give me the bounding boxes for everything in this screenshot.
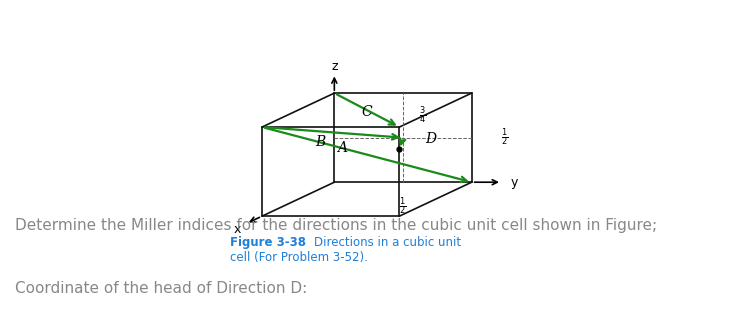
Text: C: C: [361, 105, 372, 119]
Text: $\frac{1}{2}$: $\frac{1}{2}$: [501, 127, 508, 149]
Text: Directions in a cubic unit: Directions in a cubic unit: [299, 236, 461, 249]
Text: Determine the Miller indices for the directions in the cubic unit cell shown in : Determine the Miller indices for the dir…: [15, 218, 657, 233]
Text: A: A: [337, 141, 346, 155]
Text: cell (For Problem 3-52).: cell (For Problem 3-52).: [230, 251, 367, 264]
Text: z: z: [331, 60, 337, 73]
Text: y: y: [511, 176, 518, 189]
Text: B: B: [316, 135, 326, 149]
Text: $\frac{1}{2}$: $\frac{1}{2}$: [399, 196, 407, 217]
Text: Coordinate of the head of Direction D:: Coordinate of the head of Direction D:: [15, 281, 307, 296]
Text: x: x: [233, 223, 241, 236]
Text: D: D: [425, 132, 436, 145]
Text: Figure 3-38: Figure 3-38: [230, 236, 306, 249]
Text: $\frac{3}{4}$: $\frac{3}{4}$: [419, 105, 426, 126]
